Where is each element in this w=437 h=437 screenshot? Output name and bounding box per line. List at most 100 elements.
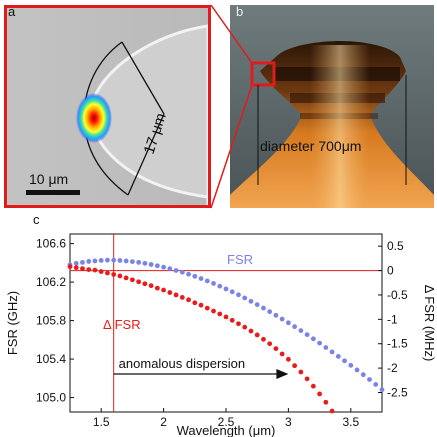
delta-fsr-point xyxy=(217,311,223,317)
x-axis-label: Wavelength (μm) xyxy=(177,423,276,437)
fsr-point xyxy=(242,295,248,301)
y-tick-label: 105.4 xyxy=(36,352,66,366)
delta-fsr-point xyxy=(236,321,241,327)
fsr-point xyxy=(167,266,173,272)
annotation-group: anomalous dispersion xyxy=(113,356,289,379)
fsr-point xyxy=(154,263,160,269)
fsr-point xyxy=(105,257,110,263)
delta-fsr-point xyxy=(111,272,117,277)
zoom-region-box xyxy=(250,61,276,87)
fsr-point xyxy=(261,305,266,311)
fsr-point xyxy=(298,328,304,334)
fsr-point xyxy=(335,353,341,359)
y-axis-label: FSR (GHz) xyxy=(5,291,20,355)
x-tick-label: 3.5 xyxy=(342,415,359,429)
x-tick-label: 1.5 xyxy=(93,415,110,429)
fsr-point xyxy=(304,332,310,338)
fsr-point xyxy=(254,302,260,308)
fsr-point xyxy=(279,316,285,322)
delta-fsr-point xyxy=(273,346,279,352)
delta-fsr-point xyxy=(117,273,123,279)
y-tick-label: 105.0 xyxy=(36,391,66,405)
delta-fsr-point xyxy=(186,297,191,303)
delta-fsr-point xyxy=(154,285,160,291)
delta-fsr-point xyxy=(161,287,167,293)
scale-bar xyxy=(26,190,80,195)
panel-letter-c: c xyxy=(33,212,40,227)
y2-tick-label: -1 xyxy=(387,312,398,326)
fsr-point xyxy=(329,349,335,355)
panel-b-resonator-photo: diameter 700μm xyxy=(230,5,434,208)
dimension-line xyxy=(121,41,165,115)
fsr-point xyxy=(98,258,104,263)
y2-tick-label: -0.5 xyxy=(387,288,408,302)
panel-b-canvas: diameter 700μm xyxy=(230,5,434,208)
panel-a-microscope-image: 17 μm 10 μm xyxy=(4,5,211,208)
annotation-text: anomalous dispersion xyxy=(119,356,245,371)
delta-fsr-point xyxy=(204,305,210,311)
x-tick-label: 2.5 xyxy=(218,415,235,429)
delta-fsr-point xyxy=(179,294,185,300)
delta-fsr-point xyxy=(105,270,110,276)
delta-fsr-point xyxy=(80,266,85,272)
fsr-point xyxy=(286,320,291,326)
y-tick-label: 106.6 xyxy=(36,237,66,251)
fsr-point xyxy=(379,387,385,393)
delta-fsr-point xyxy=(136,279,142,285)
delta-fsr-point xyxy=(123,275,129,281)
fsr-point xyxy=(360,372,366,378)
y-tick-label: 105.8 xyxy=(36,314,66,328)
delta-fsr-point xyxy=(148,283,154,289)
fsr-point xyxy=(179,269,185,275)
fsr-point xyxy=(198,276,204,281)
fsr-point xyxy=(148,262,154,267)
x-tick-label: 3 xyxy=(285,415,292,429)
delta-fsr-point xyxy=(211,308,216,314)
delta-fsr-point xyxy=(248,328,254,334)
fsr-point xyxy=(317,340,322,346)
series-fsr xyxy=(67,257,385,393)
zoom-connector xyxy=(210,4,253,209)
fsr-point xyxy=(111,257,117,263)
y2-axis-label: Δ FSR (MHz) xyxy=(422,285,437,362)
delta-fsr-point xyxy=(73,265,79,271)
fsr-point xyxy=(142,260,148,266)
fsr-point xyxy=(367,377,372,382)
delta-fsr-point xyxy=(98,269,104,274)
y2-tick-label: -2.5 xyxy=(387,385,408,399)
delta-fsr-point xyxy=(242,324,248,330)
fsr-point xyxy=(323,345,329,350)
delta-fsr-point xyxy=(173,292,179,298)
y2-tick-label: -2 xyxy=(387,361,398,375)
delta-fsr-point xyxy=(192,300,198,306)
delta-fsr-point xyxy=(329,408,335,414)
diameter-label: diameter 700μm xyxy=(260,138,361,154)
fsr-point xyxy=(236,292,241,298)
fsr-point xyxy=(267,309,273,315)
fsr-point xyxy=(92,258,98,264)
delta-fsr-point xyxy=(86,267,92,272)
delta-fsr-point xyxy=(92,267,98,273)
fsr-point xyxy=(123,258,129,264)
dispersion-chart: 1.5 2 2.5 3 3.5 106.6 106.2 105.8 105.4 105.0 0.5 0… xyxy=(5,233,437,437)
y2-tick-label: -1.5 xyxy=(387,337,408,351)
delta-fsr-point xyxy=(304,376,310,382)
fsr-point xyxy=(310,336,316,342)
fsr-point xyxy=(86,259,92,264)
delta-fsr-point xyxy=(254,332,260,338)
delta-fsr-point xyxy=(261,336,266,342)
y-tick-label: 106.2 xyxy=(36,275,66,289)
delta-fsr-point xyxy=(286,356,291,362)
x-tick-label: 2 xyxy=(160,415,167,429)
fsr-point xyxy=(223,286,229,292)
y2-tick-label: 0.5 xyxy=(387,239,404,253)
delta-fsr-point xyxy=(198,302,204,308)
fsr-point xyxy=(161,264,167,270)
delta-fsr-point xyxy=(323,399,329,405)
y2-tick-label: 0 xyxy=(387,264,394,278)
fsr-point xyxy=(292,324,298,330)
delta-fsr-point xyxy=(279,351,285,357)
reference-lines xyxy=(70,234,382,412)
fsr-point xyxy=(186,271,191,277)
legend-fsr: FSR xyxy=(227,252,253,267)
